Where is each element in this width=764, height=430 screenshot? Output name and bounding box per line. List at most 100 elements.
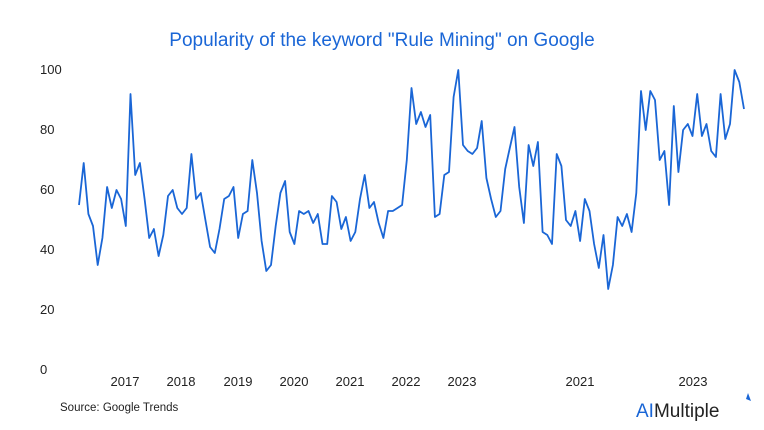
data-point xyxy=(476,147,478,149)
data-point xyxy=(350,240,352,242)
data-point xyxy=(434,216,436,218)
data-point xyxy=(467,150,469,152)
data-point xyxy=(523,222,525,224)
x-tick-label: 2021 xyxy=(336,374,365,389)
data-point xyxy=(514,126,516,128)
x-axis: 2017 2018 2019 2020 2021 2022 2023 2021 2023 xyxy=(111,374,708,389)
data-point xyxy=(167,195,169,197)
data-point xyxy=(654,99,656,101)
data-point xyxy=(200,192,202,194)
chart-title: Popularity of the keyword "Rule Mining" … xyxy=(169,30,594,51)
data-point xyxy=(593,243,595,245)
data-point xyxy=(270,264,272,266)
data-point xyxy=(546,234,548,236)
data-point xyxy=(233,186,235,188)
brand-name-part1: AI xyxy=(636,401,654,422)
data-point xyxy=(677,171,679,173)
data-point xyxy=(635,192,637,194)
data-point xyxy=(509,147,511,149)
data-point xyxy=(640,90,642,92)
data-point xyxy=(457,69,459,71)
data-point xyxy=(462,144,464,146)
data-point xyxy=(223,198,225,200)
y-tick-label: 40 xyxy=(40,242,54,257)
data-point xyxy=(631,231,633,233)
data-point xyxy=(542,231,544,233)
data-point xyxy=(532,165,534,167)
data-point xyxy=(326,243,328,245)
data-point xyxy=(134,174,136,176)
data-point xyxy=(392,210,394,212)
data-point xyxy=(101,237,103,239)
brand-logo: AIMultiple xyxy=(636,393,751,422)
data-point xyxy=(626,213,628,215)
data-point xyxy=(247,210,249,212)
data-point xyxy=(256,192,258,194)
data-point xyxy=(453,96,455,98)
data-point xyxy=(261,240,263,242)
data-point xyxy=(710,150,712,152)
y-tick-label: 80 xyxy=(40,122,54,137)
data-point xyxy=(495,216,497,218)
data-point xyxy=(720,93,722,95)
data-point xyxy=(481,120,483,122)
data-point xyxy=(242,213,244,215)
data-point xyxy=(570,225,572,227)
data-point xyxy=(579,240,581,242)
data-point xyxy=(111,207,113,209)
data-point xyxy=(485,177,487,179)
data-point xyxy=(284,180,286,182)
data-point xyxy=(251,159,253,161)
data-point xyxy=(668,204,670,206)
data-point xyxy=(724,138,726,140)
data-point xyxy=(293,243,295,245)
plot-area xyxy=(78,69,745,290)
source-note: Source: Google Trends xyxy=(60,402,179,414)
data-point xyxy=(471,153,473,155)
x-tick-label: 2020 xyxy=(280,374,309,389)
data-point xyxy=(673,105,675,107)
data-point xyxy=(649,90,651,92)
data-point xyxy=(237,237,239,239)
data-point xyxy=(364,174,366,176)
data-point xyxy=(87,213,89,215)
series-line xyxy=(78,69,745,290)
data-point xyxy=(617,216,619,218)
data-point xyxy=(560,165,562,167)
data-point xyxy=(97,264,99,266)
data-point xyxy=(158,255,160,257)
x-tick-label: 2023 xyxy=(448,374,477,389)
data-point xyxy=(738,81,740,83)
data-point xyxy=(279,192,281,194)
data-point xyxy=(359,198,361,200)
data-point xyxy=(78,204,80,206)
data-point xyxy=(696,93,698,95)
data-point xyxy=(425,126,427,128)
data-point xyxy=(153,228,155,230)
data-point xyxy=(518,186,520,188)
data-point xyxy=(584,198,586,200)
data-point xyxy=(603,234,605,236)
brand-spark-icon xyxy=(746,393,751,401)
data-point xyxy=(130,93,132,95)
data-point xyxy=(598,267,600,269)
y-tick-label: 0 xyxy=(40,362,47,377)
data-point xyxy=(663,150,665,152)
data-point xyxy=(322,243,324,245)
x-tick-label: 2018 xyxy=(167,374,196,389)
y-axis: 0 20 40 60 80 100 xyxy=(40,62,62,377)
data-point xyxy=(83,162,85,164)
data-point xyxy=(729,123,731,125)
data-point xyxy=(162,234,164,236)
data-point xyxy=(692,135,694,137)
data-point xyxy=(687,123,689,125)
data-point xyxy=(354,231,356,233)
data-point xyxy=(308,210,310,212)
x-tick-label: 2019 xyxy=(224,374,253,389)
data-point xyxy=(373,201,375,203)
data-point xyxy=(312,222,314,224)
data-point xyxy=(92,225,94,227)
data-point xyxy=(401,204,403,206)
data-point xyxy=(204,219,206,221)
data-point xyxy=(701,135,703,137)
